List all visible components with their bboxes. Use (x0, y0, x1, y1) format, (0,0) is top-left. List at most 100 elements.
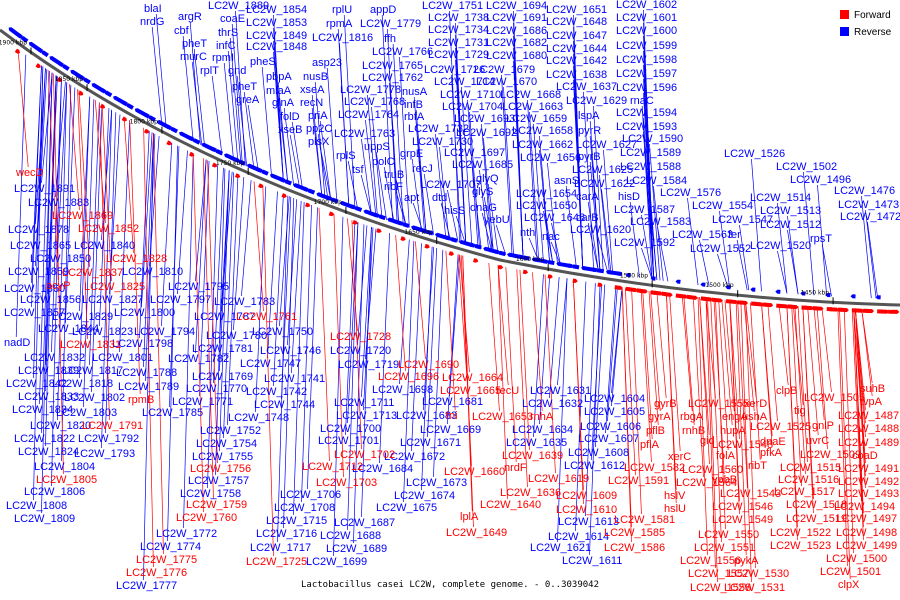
reverse-gene-label: LC2W_1707 (420, 179, 481, 191)
reverse-gene-label: LC2W_1472 (840, 211, 900, 223)
gene-arrow-shape (566, 263, 573, 269)
reverse-gene-arrow (541, 259, 548, 264)
gene-leader-line (501, 74, 513, 257)
reverse-gene-label: LC2W_1684 (352, 463, 413, 475)
forward-gene-arrow (614, 285, 623, 291)
legend-reverse-label: Reverse (854, 27, 892, 38)
gene-leader-line (657, 226, 669, 282)
reverse-gene-label: LC2W_1708 (274, 502, 335, 514)
reverse-gene-label: LC2W_1642 (546, 55, 607, 67)
reverse-gene-label: nusB (303, 71, 328, 83)
gene-leader-line (807, 306, 819, 436)
gene-leader-line (98, 102, 110, 421)
reverse-gene-arrow (449, 237, 458, 243)
gene-leader-line (631, 288, 642, 515)
reverse-gene-label: LC2W_1751 (422, 0, 483, 12)
gene-leader-line (624, 287, 636, 476)
reverse-gene-label: LC2W_1672 (384, 451, 445, 463)
gene-leader-line (395, 235, 406, 372)
gene-leader-line (861, 309, 873, 397)
gene-leader-line (293, 202, 305, 516)
reverse-gene-label: nac (542, 231, 560, 243)
forward-gene-label: clpX (838, 579, 860, 591)
gene-leader-line (319, 146, 332, 201)
reverse-gene-label: LC2W_1742 (246, 386, 307, 398)
reverse-gene-label: pp2C (306, 123, 332, 135)
gene-leader-line (461, 86, 473, 247)
reverse-gene-label: LC2W_1744 (254, 399, 315, 411)
gene-arrow-shape (147, 115, 156, 122)
reverse-gene-arrow (875, 295, 881, 300)
forward-gene-label: LC2W_1549 (712, 514, 773, 526)
gene-leader-line (411, 158, 422, 232)
gene-leader-line (597, 234, 609, 274)
forward-gene-label: uvrC (806, 435, 829, 447)
gene-leader-line (399, 239, 410, 385)
gene-leader-line (423, 173, 435, 236)
gene-leader-line (648, 290, 659, 426)
gene-arrow-shape (625, 272, 631, 278)
reverse-gene-label: LC2W_1839 (18, 365, 79, 377)
gene-leader-line (427, 247, 438, 438)
gene-arrow-shape (234, 173, 241, 179)
reverse-gene-arrow (61, 64, 70, 71)
forward-gene-label: LC2W_1761 (236, 311, 297, 323)
gene-arrow-shape (546, 260, 555, 266)
forward-gene-arrow (639, 288, 648, 294)
reverse-gene-label: LC2W_1588 (620, 161, 681, 173)
gene-leader-line (262, 185, 274, 557)
forward-gene-label: LC2W_1488 (838, 423, 899, 435)
gene-leader-line (750, 302, 761, 461)
gene-leader-line (861, 195, 872, 299)
forward-gene-label: suhB (860, 383, 885, 395)
gene-leader-line (219, 170, 230, 372)
forward-gene-label: LC2W_1776 (126, 567, 187, 579)
gene-leader-line (640, 289, 652, 463)
reverse-gene-arrow (41, 50, 49, 58)
reverse-gene-label: glnA (272, 97, 295, 109)
gene-leader-line (33, 66, 44, 501)
gene-leader-line (389, 82, 400, 225)
gene-leader-line (375, 151, 387, 221)
forward-gene-label: LC2W_1828 (106, 253, 167, 265)
gene-leader-line (821, 243, 832, 297)
reverse-gene-label: rbfA (404, 111, 425, 123)
gene-leader-line (607, 286, 618, 422)
forward-gene-arrow (779, 303, 789, 309)
gene-arrow-shape (639, 288, 648, 294)
reverse-gene-label: cbf (174, 25, 190, 37)
tick-label: 1700 kbp (314, 199, 342, 206)
gene-leader-line (153, 133, 164, 555)
gene-arrow-shape (650, 276, 656, 281)
gene-leader-line (395, 179, 407, 227)
gene-arrow-shape (188, 151, 195, 157)
gene-leader-line (55, 81, 66, 198)
gene-leader-line (139, 130, 150, 339)
gene-leader-line (403, 240, 415, 503)
gene-leader-line (471, 157, 482, 249)
gene-leader-line (421, 246, 433, 491)
reverse-gene-label: LC2W_1476 (834, 185, 895, 197)
gene-leader-line (575, 281, 587, 532)
forward-gene-label: LC2W_1696 (378, 371, 439, 383)
gene-leader-line (557, 278, 568, 543)
forward-gene-label: LC2W_1509 (800, 449, 861, 461)
reverse-gene-label: LC2W_1634 (512, 424, 573, 436)
gene-leader-line (687, 197, 699, 286)
gene-leader-line (51, 78, 62, 353)
gene-leader-line (99, 108, 110, 327)
reverse-gene-label: carB (576, 212, 599, 224)
forward-gene-label: LC2W_1498 (836, 527, 897, 539)
gene-leader-line (367, 94, 378, 218)
forward-gene-label: fni (446, 410, 458, 422)
gene-leader-line (195, 159, 207, 354)
gene-leader-line (601, 188, 612, 274)
forward-gene-label: LC2W_1500 (826, 553, 887, 565)
reverse-gene-arrow (546, 260, 555, 266)
gene-leader-line (603, 149, 614, 274)
gene-leader-line (843, 308, 854, 554)
forward-gene-arrow (424, 243, 430, 249)
gene-arrow-shape (880, 309, 890, 314)
gene-leader-line (291, 121, 304, 190)
gene-arrow-shape (304, 202, 311, 208)
